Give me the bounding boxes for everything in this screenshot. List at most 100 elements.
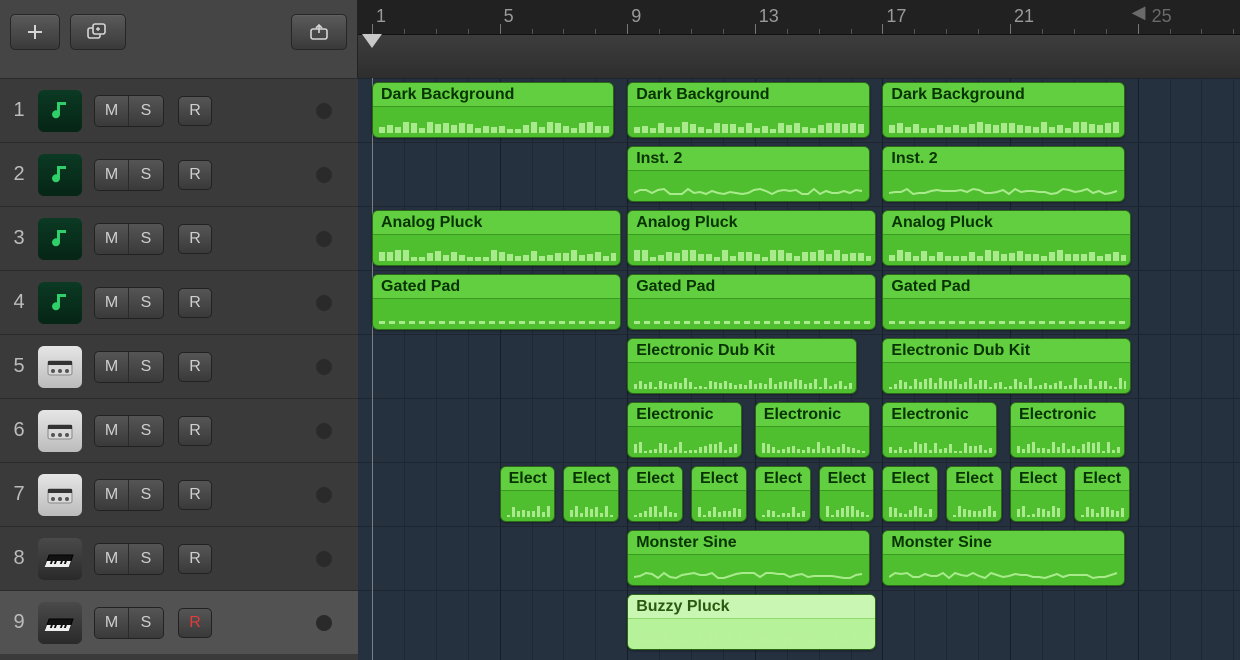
region[interactable]: Electronic	[627, 402, 742, 458]
mute-button[interactable]: M	[95, 480, 129, 510]
region[interactable]: Electronic	[882, 402, 997, 458]
region[interactable]: Elect	[1074, 466, 1130, 522]
input-monitor-dot[interactable]	[316, 423, 332, 439]
record-enable-button[interactable]: R	[178, 224, 212, 254]
solo-button[interactable]: S	[129, 160, 163, 190]
instrument-icon[interactable]	[38, 346, 82, 388]
region[interactable]: Elect	[946, 466, 1002, 522]
region[interactable]: Elect	[500, 466, 556, 522]
input-monitor-dot[interactable]	[316, 551, 332, 567]
track-header[interactable]: 1MSR	[0, 78, 358, 142]
record-enable-button[interactable]: R	[178, 288, 212, 318]
input-monitor-dot[interactable]	[316, 103, 332, 119]
track-header[interactable]: 7MSR	[0, 462, 358, 526]
solo-button[interactable]: S	[129, 352, 163, 382]
duplicate-track-button[interactable]	[70, 14, 126, 50]
instrument-icon[interactable]	[38, 218, 82, 260]
input-monitor-dot[interactable]	[316, 615, 332, 631]
track-header[interactable]: 4MSR	[0, 270, 358, 334]
region[interactable]: Electronic Dub Kit	[627, 338, 857, 394]
region[interactable]: Electronic	[1010, 402, 1125, 458]
mute-button[interactable]: M	[95, 160, 129, 190]
input-monitor-dot[interactable]	[316, 487, 332, 503]
mute-button[interactable]: M	[95, 224, 129, 254]
region[interactable]: Monster Sine	[627, 530, 869, 586]
region[interactable]: Gated Pad	[882, 274, 1131, 330]
instrument-icon[interactable]	[38, 538, 82, 580]
record-enable-button[interactable]: R	[178, 352, 212, 382]
timeline-ruler[interactable]: 159131721◀25	[358, 0, 1240, 78]
solo-button[interactable]: S	[129, 224, 163, 254]
region[interactable]: Elect	[627, 466, 683, 522]
track-toolbar	[0, 0, 358, 78]
region[interactable]: Analog Pluck	[372, 210, 621, 266]
region-content-preview	[889, 311, 1124, 325]
mute-solo-group: MS	[94, 351, 164, 383]
region[interactable]: Analog Pluck	[627, 210, 876, 266]
region[interactable]: Buzzy Pluck	[627, 594, 876, 650]
instrument-icon[interactable]	[38, 474, 82, 516]
instrument-icon[interactable]	[38, 90, 82, 132]
mute-button[interactable]: M	[95, 544, 129, 574]
arrange-area[interactable]: Dark BackgroundDark BackgroundDark Backg…	[358, 78, 1240, 660]
mute-button[interactable]: M	[95, 96, 129, 126]
record-enable-button[interactable]: R	[178, 416, 212, 446]
track-header[interactable]: 2MSR	[0, 142, 358, 206]
region[interactable]: Gated Pad	[627, 274, 876, 330]
end-marker[interactable]: ◀	[1132, 2, 1146, 23]
instrument-icon[interactable]	[38, 602, 82, 644]
record-enable-button[interactable]: R	[178, 160, 212, 190]
track-header[interactable]: 5MSR	[0, 334, 358, 398]
region-label: Elect	[501, 467, 555, 491]
instrument-icon[interactable]	[38, 410, 82, 452]
record-enable-button[interactable]: R	[178, 96, 212, 126]
track-header[interactable]: 6MSR	[0, 398, 358, 462]
region[interactable]: Dark Background	[372, 82, 614, 138]
region[interactable]: Elect	[819, 466, 875, 522]
instrument-icon[interactable]	[38, 154, 82, 196]
input-monitor-dot[interactable]	[316, 359, 332, 375]
mute-button[interactable]: M	[95, 608, 129, 638]
add-track-button[interactable]	[10, 14, 60, 50]
track-header[interactable]: 8MSR	[0, 526, 358, 590]
mute-solo-group: MS	[94, 607, 164, 639]
region[interactable]: Analog Pluck	[882, 210, 1131, 266]
solo-button[interactable]: S	[129, 288, 163, 318]
record-enable-button[interactable]: R	[178, 608, 212, 638]
region[interactable]: Inst. 2	[627, 146, 869, 202]
solo-button[interactable]: S	[129, 544, 163, 574]
input-monitor-dot[interactable]	[316, 167, 332, 183]
mute-button[interactable]: M	[95, 416, 129, 446]
region[interactable]: Elect	[563, 466, 619, 522]
mute-button[interactable]: M	[95, 288, 129, 318]
region[interactable]: Dark Background	[882, 82, 1124, 138]
input-monitor-dot[interactable]	[316, 231, 332, 247]
playhead-line	[372, 78, 373, 660]
region[interactable]: Elect	[691, 466, 747, 522]
region[interactable]: Elect	[755, 466, 811, 522]
solo-button[interactable]: S	[129, 96, 163, 126]
solo-button[interactable]: S	[129, 416, 163, 446]
region[interactable]: Elect	[1010, 466, 1066, 522]
record-enable-button[interactable]: R	[178, 544, 212, 574]
catch-playhead-button[interactable]	[291, 14, 347, 50]
track-header[interactable]: 3MSR	[0, 206, 358, 270]
solo-button[interactable]: S	[129, 608, 163, 638]
region-content-preview	[826, 503, 868, 517]
track-header[interactable]: 9MSR	[0, 590, 358, 654]
region[interactable]: Electronic	[755, 402, 870, 458]
instrument-icon[interactable]	[38, 282, 82, 324]
solo-button[interactable]: S	[129, 480, 163, 510]
region[interactable]: Electronic Dub Kit	[882, 338, 1131, 394]
region-content-preview	[1017, 439, 1118, 453]
playhead[interactable]	[362, 34, 382, 48]
input-monitor-dot[interactable]	[316, 295, 332, 311]
region[interactable]: Dark Background	[627, 82, 869, 138]
record-enable-button[interactable]: R	[178, 480, 212, 510]
mute-button[interactable]: M	[95, 352, 129, 382]
region[interactable]: Monster Sine	[882, 530, 1124, 586]
region[interactable]: Elect	[882, 466, 938, 522]
region[interactable]: Gated Pad	[372, 274, 621, 330]
region[interactable]: Inst. 2	[882, 146, 1124, 202]
ruler-label: 13	[759, 6, 779, 27]
